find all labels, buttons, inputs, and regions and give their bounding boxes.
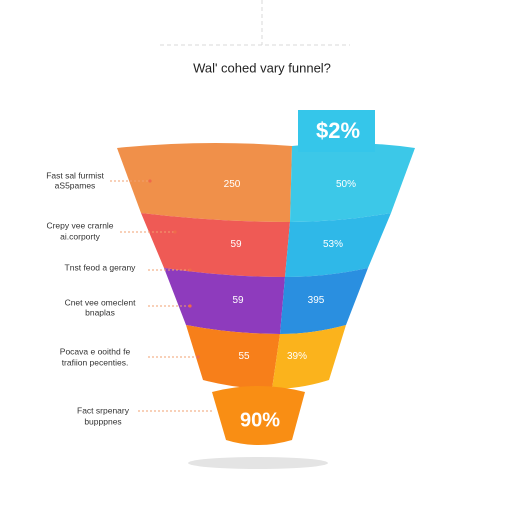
leader-dot — [188, 304, 192, 308]
leader-dot — [148, 179, 152, 183]
funnel-layer-right — [272, 325, 346, 389]
badge — [298, 110, 375, 152]
stage-label: ai.corporty — [60, 231, 100, 241]
stage-label: trafiion pecenties. — [62, 357, 129, 367]
leader-dot — [196, 355, 200, 359]
funnel-layer-left — [164, 268, 285, 334]
funnel-cup — [212, 386, 305, 445]
stage-label: bnaplas — [85, 307, 115, 317]
stage-label: Cnet vee omeclent — [65, 297, 137, 307]
funnel-layer-right — [285, 213, 391, 277]
layer-value-right: 39% — [287, 351, 307, 362]
leader-dot — [173, 230, 177, 234]
funnel-layer-left — [117, 142, 292, 222]
leader-dot — [188, 268, 192, 272]
layer-value-right: 395 — [308, 295, 325, 306]
stage-label: Crepy vee crarnle — [46, 220, 113, 230]
stage-label: Pocava e ooithd fe — [60, 346, 131, 356]
funnel-layer-left — [186, 325, 280, 389]
stage-label: aS5pames — [55, 180, 96, 190]
layer-value-right: 53% — [323, 239, 343, 250]
badge-text: $2% — [316, 118, 360, 143]
title: Wal' cohed vary funnel? — [193, 60, 331, 75]
layer-value-left: 250 — [224, 179, 241, 190]
cup-value: 90% — [240, 409, 280, 431]
layer-value-left: 59 — [230, 239, 242, 250]
stage-label: bupppnes — [84, 416, 121, 426]
funnel — [117, 142, 415, 389]
shadow — [188, 457, 328, 469]
stage-label: Fact srpenary — [77, 405, 130, 415]
layer-value-left: 55 — [238, 351, 250, 362]
funnel-layer-left — [141, 213, 290, 277]
stage-label: Tnst feod a gerany — [65, 262, 137, 272]
layer-value-left: 59 — [232, 295, 244, 306]
funnel-layer-right — [280, 268, 368, 334]
stage-label: Fast sal furmist — [46, 170, 104, 180]
layer-value-right: 50% — [336, 179, 356, 190]
funnel-layer-right — [290, 142, 415, 222]
